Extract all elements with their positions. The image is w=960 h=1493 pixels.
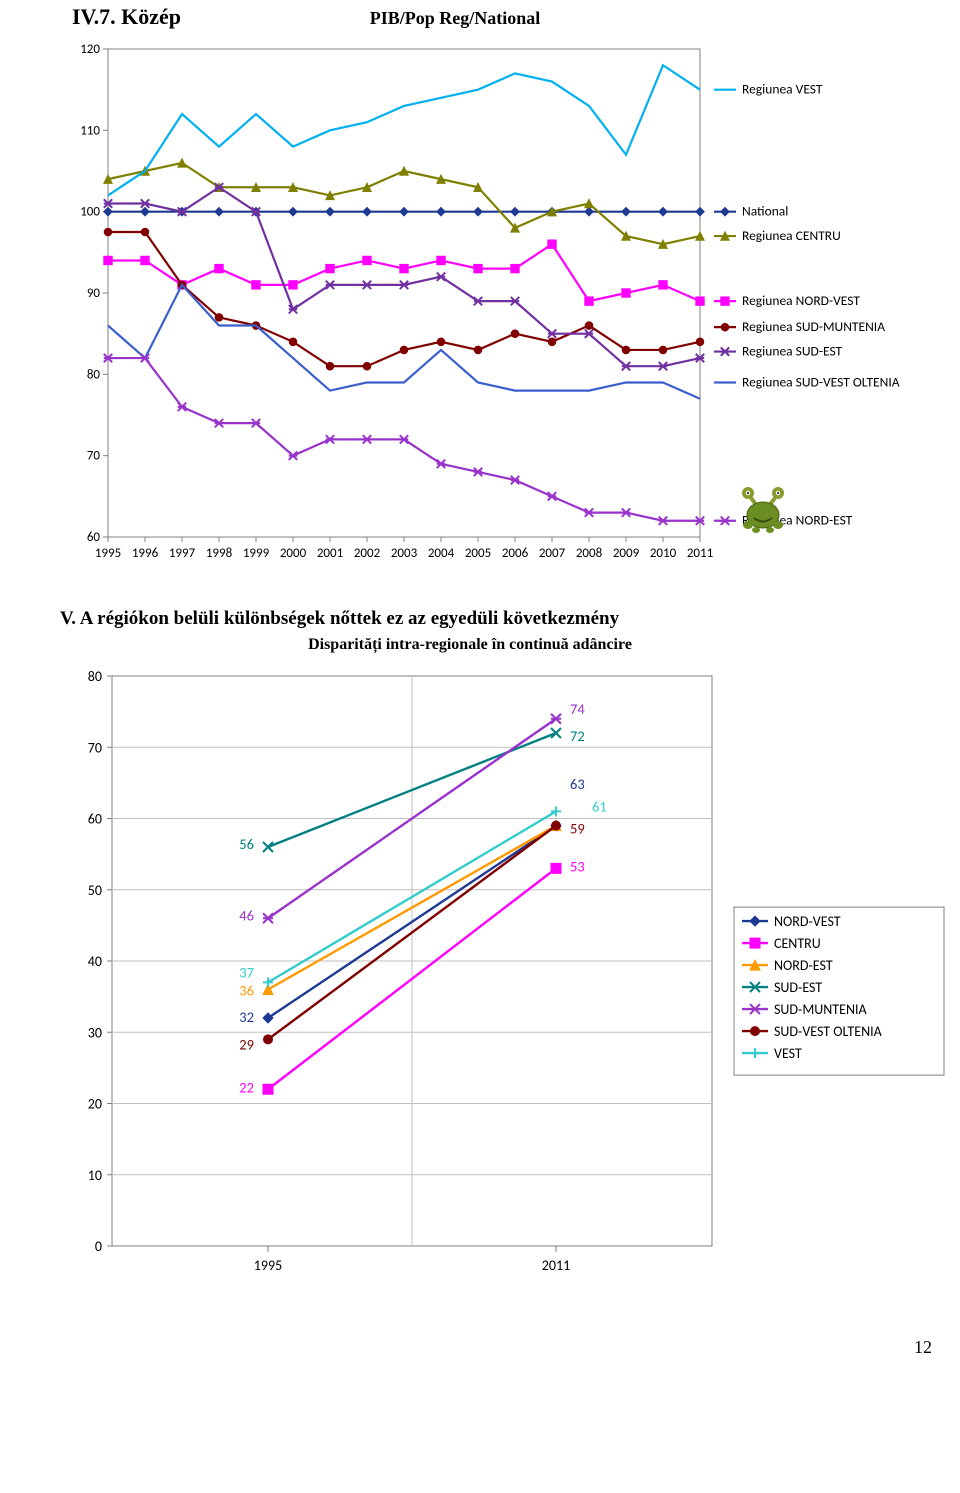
svg-text:70: 70: [87, 449, 101, 464]
svg-text:SUD-MUNTENIA: SUD-MUNTENIA: [774, 1001, 868, 1018]
subtitle: V. A régiókon belüli különbségek nőttek …: [60, 608, 900, 630]
svg-text:60: 60: [87, 530, 101, 545]
page: IV.7. Közép PIB/Pop Reg/National 6070809…: [0, 4, 960, 1378]
svg-text:60: 60: [88, 811, 102, 828]
svg-text:32: 32: [239, 1008, 254, 1026]
svg-text:46: 46: [239, 906, 254, 924]
svg-text:40: 40: [88, 953, 102, 970]
svg-text:72: 72: [570, 727, 585, 745]
chart2-wrap: 0 10 20 30 40 50 60 70 80 1995 2011 56 46 3736 32 29 22 7…: [70, 662, 960, 1307]
svg-text:2004: 2004: [428, 546, 455, 561]
svg-text:2008: 2008: [576, 546, 603, 561]
svg-text:SUD-EST: SUD-EST: [774, 979, 822, 996]
svg-text:2006: 2006: [502, 546, 529, 561]
svg-text:29: 29: [239, 1035, 254, 1053]
svg-text:61: 61: [592, 797, 607, 815]
svg-text:2011: 2011: [687, 546, 713, 561]
svg-text:59: 59: [570, 820, 585, 838]
svg-text:2007: 2007: [539, 546, 566, 561]
svg-text:37: 37: [239, 963, 254, 981]
chart2: 0 10 20 30 40 50 60 70 80 1995 2011 56 46 3736 32 29 22 7…: [70, 662, 960, 1302]
svg-text:1996: 1996: [132, 546, 159, 561]
svg-text:1995: 1995: [95, 546, 121, 561]
svg-text:120: 120: [80, 42, 100, 57]
svg-text:100: 100: [80, 205, 100, 220]
svg-text:2002: 2002: [354, 546, 381, 561]
svg-text:36: 36: [239, 982, 254, 1000]
svg-text:20: 20: [88, 1096, 102, 1113]
svg-text:80: 80: [87, 367, 101, 382]
svg-text:1999: 1999: [243, 546, 270, 561]
svg-text:1997: 1997: [169, 546, 196, 561]
svg-text:2005: 2005: [465, 546, 491, 561]
svg-text:Regiunea VEST: Regiunea VEST: [742, 81, 823, 98]
svg-text:2003: 2003: [391, 546, 418, 561]
svg-text:110: 110: [80, 123, 100, 138]
svg-text:30: 30: [88, 1024, 102, 1041]
svg-text:1998: 1998: [206, 546, 233, 561]
svg-text:63: 63: [570, 775, 585, 793]
svg-text:80: 80: [88, 668, 102, 685]
svg-text:Regiunea SUD-VEST OLTENIA: Regiunea SUD-VEST OLTENIA: [742, 373, 900, 390]
chart1-wrap: 60 70 80 90 100 110 120 1995 1996 1997 1998 1999 200…: [70, 35, 960, 580]
svg-text:90: 90: [87, 286, 101, 301]
svg-text:CENTRU: CENTRU: [774, 935, 821, 952]
svg-text:Regiunea SUD-MUNTENIA: Regiunea SUD-MUNTENIA: [742, 318, 885, 335]
svg-text:74: 74: [570, 700, 585, 718]
alien-icon: [736, 485, 790, 538]
svg-text:National: National: [742, 203, 788, 220]
chart2-title: Disparități intra-regionale în continuă …: [90, 636, 850, 654]
svg-text:53: 53: [570, 857, 585, 875]
svg-text:56: 56: [239, 835, 254, 853]
svg-text:10: 10: [88, 1167, 102, 1184]
svg-text:2000: 2000: [280, 546, 307, 561]
svg-text:Regiunea CENTRU: Regiunea CENTRU: [742, 227, 841, 244]
svg-text:NORD-EST: NORD-EST: [774, 957, 833, 974]
svg-text:VEST: VEST: [774, 1045, 802, 1062]
svg-text:SUD-VEST OLTENIA: SUD-VEST OLTENIA: [774, 1023, 883, 1040]
svg-text:NORD-VEST: NORD-VEST: [774, 913, 841, 930]
svg-text:2009: 2009: [613, 546, 640, 561]
svg-text:0: 0: [95, 1238, 102, 1255]
svg-text:70: 70: [88, 739, 102, 756]
chart1-title: PIB/Pop Reg/National: [90, 8, 820, 29]
svg-text:Regiunea SUD-EST: Regiunea SUD-EST: [742, 343, 843, 360]
svg-text:22: 22: [239, 1078, 254, 1096]
svg-text:2010: 2010: [650, 546, 677, 561]
page-number: 12: [0, 1337, 932, 1358]
svg-text:Regiunea NORD-VEST: Regiunea NORD-VEST: [742, 292, 860, 309]
svg-text:2011: 2011: [542, 1257, 570, 1274]
svg-text:2001: 2001: [317, 546, 343, 561]
svg-text:50: 50: [88, 882, 102, 899]
svg-text:1995: 1995: [254, 1257, 282, 1274]
